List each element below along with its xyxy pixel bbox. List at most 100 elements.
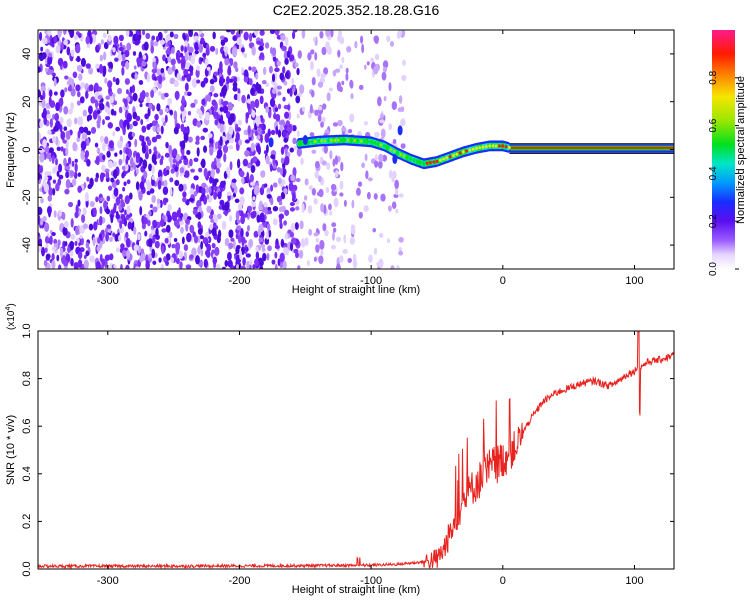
spectrogram-cell <box>373 35 379 43</box>
spectrogram-cell <box>48 89 53 97</box>
spectrogram-cell <box>201 98 206 106</box>
signal-cell-core <box>448 155 452 159</box>
spectrogram-cell <box>125 30 130 37</box>
spectrogram-cell <box>94 91 100 96</box>
signal-cell-core <box>498 144 501 148</box>
spectrogram-cell <box>350 227 356 235</box>
spectrogram-cell <box>129 192 133 200</box>
spectrogram-cell <box>320 121 324 128</box>
spectrogram-cell <box>258 45 264 51</box>
spectrogram-cell <box>124 78 130 85</box>
spectrogram-cell <box>169 31 174 38</box>
spectrogram-cell <box>317 113 322 122</box>
spectrogram-cell <box>222 105 229 114</box>
spectrogram-cell <box>255 72 259 80</box>
spectrogram-cell <box>104 254 111 261</box>
spectrogram-cell <box>70 218 74 228</box>
spectrogram-cell <box>42 37 48 45</box>
spectrogram-cell <box>183 68 189 76</box>
spectrogram-cell <box>276 195 283 203</box>
spectrogram-cell <box>255 144 261 153</box>
spectrogram-cell <box>76 91 81 98</box>
spectrogram-cell <box>151 120 158 127</box>
spectrogram-cell <box>151 153 157 164</box>
spectrogram-cell <box>312 37 316 42</box>
spectrogram-cell <box>58 174 64 180</box>
spectrogram-cell <box>299 84 305 94</box>
spectrogram-cell <box>107 160 113 169</box>
spectrogram-cell <box>251 66 257 73</box>
spectrogram-cell <box>296 130 300 137</box>
spectrogram-cell <box>233 61 238 69</box>
spectrogram-cell <box>386 35 391 43</box>
spectrogram-cell <box>294 62 299 68</box>
spectrogram-cell <box>103 51 107 61</box>
signal-cell-core <box>422 162 426 166</box>
spectrogram-cell <box>279 124 284 132</box>
spectrogram-cell <box>265 230 269 240</box>
spectrogram-cell <box>183 91 188 96</box>
spectrogram-cell <box>65 178 71 189</box>
spectrogram-cell <box>286 50 291 58</box>
spectrogram-cell <box>193 175 199 181</box>
y-tick-label: 1.0 <box>21 323 33 338</box>
spectrogram-cell <box>218 205 223 210</box>
spectrogram-cell <box>396 264 400 269</box>
spectrogram-cell <box>55 183 60 192</box>
spectrogram-cell <box>155 35 160 43</box>
spectrogram-cell <box>335 236 342 242</box>
spectrogram-cell <box>340 161 344 172</box>
spectrogram-cell <box>99 135 104 143</box>
spectrogram-cell <box>198 205 202 213</box>
signal-cell-core <box>399 152 403 157</box>
spectrogram-cell <box>222 84 228 95</box>
snr-scale-prefix: (x10 <box>6 310 17 330</box>
spectrogram-cell <box>389 41 394 47</box>
spectrogram-cell <box>209 85 215 93</box>
spectrogram-cell <box>129 123 133 130</box>
spectrogram-cell <box>326 92 331 102</box>
spectrogram-cell <box>338 30 343 38</box>
spectrogram-cell <box>311 77 316 86</box>
spectrogram-cell <box>102 154 106 161</box>
spectrogram-cell <box>280 241 285 246</box>
spectrogram-cell <box>90 96 96 104</box>
spectrogram-cell <box>313 256 317 262</box>
spectrogram-cell <box>57 57 64 67</box>
spectrogram-cell <box>123 181 127 186</box>
spectrogram-cell <box>347 257 352 264</box>
spectrogram-cell <box>110 209 115 216</box>
spectrogram-cell <box>160 125 164 135</box>
signal-cell-core <box>478 146 482 150</box>
x-tick-label: 100 <box>625 275 643 287</box>
spectrogram-cell <box>246 98 251 104</box>
spectrogram-cell <box>185 61 191 70</box>
spectrogram-cell <box>298 249 304 259</box>
spectrogram-cell <box>213 71 219 77</box>
spectrogram-cell <box>165 165 170 171</box>
spectrogram-cell <box>41 246 46 257</box>
signal-cell-core <box>369 140 373 144</box>
spectrogram-cell <box>94 142 99 148</box>
spectrogram-cell <box>373 65 379 75</box>
spectrogram-cell <box>349 236 356 245</box>
spectrogram-cell <box>125 60 130 70</box>
spectrogram-cell <box>243 129 249 136</box>
spectrogram-cell <box>163 256 167 263</box>
spectrogram-cell <box>196 79 201 84</box>
spectrogram-cell <box>265 82 270 87</box>
spectrogram-cell <box>97 237 101 244</box>
spectrogram-cell <box>107 34 112 42</box>
spectrogram-cell <box>99 253 103 263</box>
spectrogram-cell <box>207 133 213 138</box>
spectrogram-cell <box>163 179 168 187</box>
signal-blob <box>268 137 274 148</box>
spectrogram-cell <box>213 178 219 183</box>
signal-blob <box>392 154 398 165</box>
spectrogram-cell <box>119 119 124 129</box>
spectrogram-cell <box>113 169 118 179</box>
spectrogram-cell <box>51 154 55 164</box>
spectrogram-cell <box>208 186 212 194</box>
spectrogram-cell <box>43 183 50 193</box>
spectrogram-cell <box>388 123 393 131</box>
